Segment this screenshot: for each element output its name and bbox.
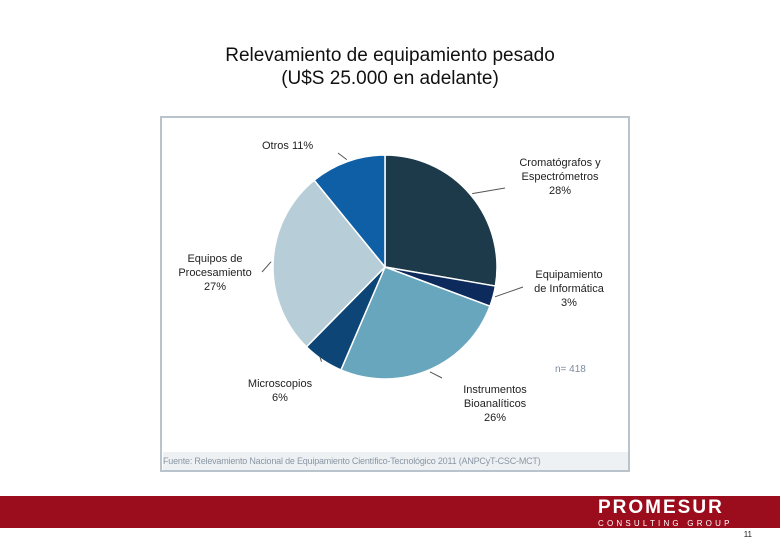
label-procesamiento: Equipos de Procesamiento 27%	[170, 252, 260, 294]
leader-line	[261, 261, 272, 273]
label-microscopios-line1: Microscopios	[247, 378, 313, 390]
leader-line	[494, 286, 524, 298]
pie-slice-otros	[313, 154, 386, 270]
label-informatica-line1: Equipamiento	[535, 269, 603, 281]
label-bioanaliticos: Instrumentos Bioanalíticos 26%	[452, 383, 538, 425]
label-procesamiento-line2: Procesamiento	[178, 267, 252, 279]
leader-line	[337, 152, 348, 161]
pie-slice-instrumentos	[339, 266, 491, 380]
label-informatica-line2: de Informática	[534, 283, 604, 295]
label-bioanaliticos-value: 26%	[483, 412, 507, 424]
label-cromatografos-line2: Espectrómetros	[521, 171, 599, 183]
label-otros: Otros 11%	[262, 140, 314, 152]
label-microscopios: Microscopios 6%	[238, 377, 322, 405]
logo-tagline: CONSULTING GROUP	[598, 519, 733, 528]
logo-brand: PROMESUR	[598, 497, 724, 518]
label-microscopios-value: 6%	[272, 392, 288, 404]
source-note: Fuente: Relevamiento Nacional de Equipam…	[163, 452, 628, 470]
sample-size: n= 418	[555, 364, 586, 375]
label-cromatografos-line1: Cromatógrafos y	[519, 157, 601, 169]
label-cromatografos-value: 28%	[548, 185, 572, 197]
promesur-logo: PROMESUR CONSULTING GROUP	[598, 498, 733, 529]
label-bioanaliticos-line1: Instrumentos	[463, 384, 527, 396]
label-bioanaliticos-line2: Bioanalíticos	[463, 398, 527, 410]
pie-slice-cromatografos	[384, 154, 498, 287]
slide-title: Relevamiento de equipamiento pesado (U$S…	[0, 44, 780, 90]
pie-slice-equipos	[272, 179, 387, 348]
label-procesamiento-line1: Equipos de	[187, 253, 243, 265]
leader-line	[319, 356, 322, 362]
label-procesamiento-value: 27%	[203, 281, 227, 293]
footer-bar	[0, 496, 780, 528]
page-number: 11	[743, 530, 752, 539]
title-line-2: (U$S 25.000 en adelante)	[281, 68, 499, 89]
label-informatica-value: 3%	[561, 297, 577, 309]
label-cromatografos: Cromatógrafos y Espectrómetros 28%	[510, 156, 610, 198]
leader-line	[472, 187, 506, 195]
label-informatica: Equipamiento de Informática 3%	[524, 268, 614, 310]
leader-line	[429, 371, 443, 379]
title-line-1: Relevamiento de equipamiento pesado	[225, 45, 555, 66]
